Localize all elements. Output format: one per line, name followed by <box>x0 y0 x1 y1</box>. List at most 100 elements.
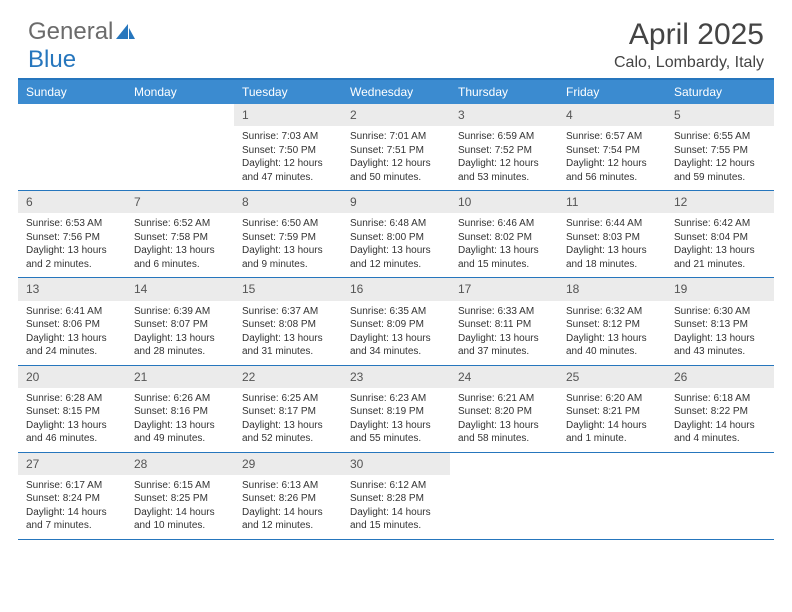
daylight-text: Daylight: 13 hours and 15 minutes. <box>458 244 550 271</box>
sunrise-text: Sunrise: 6:12 AM <box>350 479 442 493</box>
day-number: 21 <box>126 366 234 388</box>
sunset-text: Sunset: 8:11 PM <box>458 318 550 332</box>
sunset-text: Sunset: 7:56 PM <box>26 231 118 245</box>
sunrise-text: Sunrise: 6:13 AM <box>242 479 334 493</box>
day-body: Sunrise: 6:13 AMSunset: 8:26 PMDaylight:… <box>234 475 342 539</box>
day-cell: 21 Sunrise: 6:26 AMSunset: 8:16 PMDayligh… <box>126 366 234 452</box>
day-number: 10 <box>450 191 558 213</box>
sunrise-text: Sunrise: 7:03 AM <box>242 130 334 144</box>
month-title: April 2025 <box>614 18 764 52</box>
daylight-text: Daylight: 13 hours and 49 minutes. <box>134 419 226 446</box>
day-body: Sunrise: 6:52 AMSunset: 7:58 PMDaylight:… <box>126 213 234 277</box>
day-body: Sunrise: 6:23 AMSunset: 8:19 PMDaylight:… <box>342 388 450 452</box>
sunset-text: Sunset: 8:22 PM <box>674 405 766 419</box>
sunrise-text: Sunrise: 6:52 AM <box>134 217 226 231</box>
week-row: 27Sunrise: 6:17 AMSunset: 8:24 PMDayligh… <box>18 453 774 540</box>
sunset-text: Sunset: 8:15 PM <box>26 405 118 419</box>
sunrise-text: Sunrise: 6:37 AM <box>242 305 334 319</box>
day-body: Sunrise: 6:50 AMSunset: 7:59 PMDaylight:… <box>234 213 342 277</box>
day-body: Sunrise: 6:39 AMSunset: 8:07 PMDaylight:… <box>126 301 234 365</box>
daylight-text: Daylight: 13 hours and 55 minutes. <box>350 419 442 446</box>
day-cell: 1Sunrise: 7:03 AMSunset: 7:50 PMDaylight… <box>234 104 342 190</box>
daylight-text: Daylight: 12 hours and 50 minutes. <box>350 157 442 184</box>
day-number: 2 <box>342 104 450 126</box>
sunrise-text: Sunrise: 6:30 AM <box>674 305 766 319</box>
sunset-text: Sunset: 8:08 PM <box>242 318 334 332</box>
sunset-text: Sunset: 8:00 PM <box>350 231 442 245</box>
sunset-text: Sunset: 7:52 PM <box>458 144 550 158</box>
brand-sail-icon <box>115 22 137 42</box>
sunrise-text: Sunrise: 6:20 AM <box>566 392 658 406</box>
sunset-text: Sunset: 7:54 PM <box>566 144 658 158</box>
day-number: 17 <box>450 278 558 300</box>
day-body: Sunrise: 6:12 AMSunset: 8:28 PMDaylight:… <box>342 475 450 539</box>
daylight-text: Daylight: 13 hours and 24 minutes. <box>26 332 118 359</box>
sunrise-text: Sunrise: 6:25 AM <box>242 392 334 406</box>
day-number: 19 <box>666 278 774 300</box>
sunrise-text: Sunrise: 6:50 AM <box>242 217 334 231</box>
week-row: 1Sunrise: 7:03 AMSunset: 7:50 PMDaylight… <box>18 104 774 191</box>
sunrise-text: Sunrise: 6:17 AM <box>26 479 118 493</box>
day-body: Sunrise: 6:15 AMSunset: 8:25 PMDaylight:… <box>126 475 234 539</box>
dayname: Sunday <box>18 80 126 104</box>
sunrise-text: Sunrise: 6:41 AM <box>26 305 118 319</box>
day-body: Sunrise: 6:30 AMSunset: 8:13 PMDaylight:… <box>666 301 774 365</box>
day-body: Sunrise: 6:18 AMSunset: 8:22 PMDaylight:… <box>666 388 774 452</box>
sunset-text: Sunset: 8:16 PM <box>134 405 226 419</box>
day-cell: 24Sunrise: 6:21 AMSunset: 8:20 PMDayligh… <box>450 366 558 452</box>
sunset-text: Sunset: 7:55 PM <box>674 144 766 158</box>
daylight-text: Daylight: 13 hours and 2 minutes. <box>26 244 118 271</box>
day-number: 27 <box>18 453 126 475</box>
day-cell: 12Sunrise: 6:42 AMSunset: 8:04 PMDayligh… <box>666 191 774 277</box>
week-row: 13Sunrise: 6:41 AMSunset: 8:06 PMDayligh… <box>18 278 774 365</box>
day-cell: 19Sunrise: 6:30 AMSunset: 8:13 PMDayligh… <box>666 278 774 364</box>
day-body: Sunrise: 6:17 AMSunset: 8:24 PMDaylight:… <box>18 475 126 539</box>
day-number: 12 <box>666 191 774 213</box>
day-cell: 15Sunrise: 6:37 AMSunset: 8:08 PMDayligh… <box>234 278 342 364</box>
daylight-text: Daylight: 13 hours and 52 minutes. <box>242 419 334 446</box>
day-number: 6 <box>18 191 126 213</box>
daylight-text: Daylight: 13 hours and 18 minutes. <box>566 244 658 271</box>
sunrise-text: Sunrise: 6:48 AM <box>350 217 442 231</box>
sunset-text: Sunset: 8:26 PM <box>242 492 334 506</box>
sunrise-text: Sunrise: 6:55 AM <box>674 130 766 144</box>
sunrise-text: Sunrise: 6:21 AM <box>458 392 550 406</box>
daylight-text: Daylight: 14 hours and 10 minutes. <box>134 506 226 533</box>
daylight-text: Daylight: 13 hours and 9 minutes. <box>242 244 334 271</box>
day-body: Sunrise: 6:33 AMSunset: 8:11 PMDaylight:… <box>450 301 558 365</box>
day-body: Sunrise: 6:44 AMSunset: 8:03 PMDaylight:… <box>558 213 666 277</box>
day-cell: 5Sunrise: 6:55 AMSunset: 7:55 PMDaylight… <box>666 104 774 190</box>
day-cell <box>558 453 666 539</box>
daylight-text: Daylight: 13 hours and 28 minutes. <box>134 332 226 359</box>
brand-logo: General <box>28 18 137 46</box>
sunrise-text: Sunrise: 6:26 AM <box>134 392 226 406</box>
day-number: 7 <box>126 191 234 213</box>
day-body: Sunrise: 6:20 AMSunset: 8:21 PMDaylight:… <box>558 388 666 452</box>
day-number: 16 <box>342 278 450 300</box>
day-number <box>126 104 234 110</box>
daylight-text: Daylight: 12 hours and 56 minutes. <box>566 157 658 184</box>
day-body: Sunrise: 6:57 AMSunset: 7:54 PMDaylight:… <box>558 126 666 190</box>
daylight-text: Daylight: 12 hours and 59 minutes. <box>674 157 766 184</box>
dayname: Friday <box>558 80 666 104</box>
brand-name-2: Blue <box>28 46 76 74</box>
day-number: 1 <box>234 104 342 126</box>
daylight-text: Daylight: 13 hours and 43 minutes. <box>674 332 766 359</box>
day-number: 30 <box>342 453 450 475</box>
sunset-text: Sunset: 8:09 PM <box>350 318 442 332</box>
weeks-container: 1Sunrise: 7:03 AMSunset: 7:50 PMDaylight… <box>18 104 774 540</box>
sunrise-text: Sunrise: 6:18 AM <box>674 392 766 406</box>
day-body: Sunrise: 6:32 AMSunset: 8:12 PMDaylight:… <box>558 301 666 365</box>
day-number: 18 <box>558 278 666 300</box>
dayname: Wednesday <box>342 80 450 104</box>
day-cell: 14Sunrise: 6:39 AMSunset: 8:07 PMDayligh… <box>126 278 234 364</box>
day-number: 3 <box>450 104 558 126</box>
day-cell: 18Sunrise: 6:32 AMSunset: 8:12 PMDayligh… <box>558 278 666 364</box>
day-cell: 26Sunrise: 6:18 AMSunset: 8:22 PMDayligh… <box>666 366 774 452</box>
sunset-text: Sunset: 7:51 PM <box>350 144 442 158</box>
day-body: Sunrise: 6:42 AMSunset: 8:04 PMDaylight:… <box>666 213 774 277</box>
day-body: Sunrise: 7:03 AMSunset: 7:50 PMDaylight:… <box>234 126 342 190</box>
sunset-text: Sunset: 8:04 PM <box>674 231 766 245</box>
sunset-text: Sunset: 8:07 PM <box>134 318 226 332</box>
daylight-text: Daylight: 13 hours and 31 minutes. <box>242 332 334 359</box>
